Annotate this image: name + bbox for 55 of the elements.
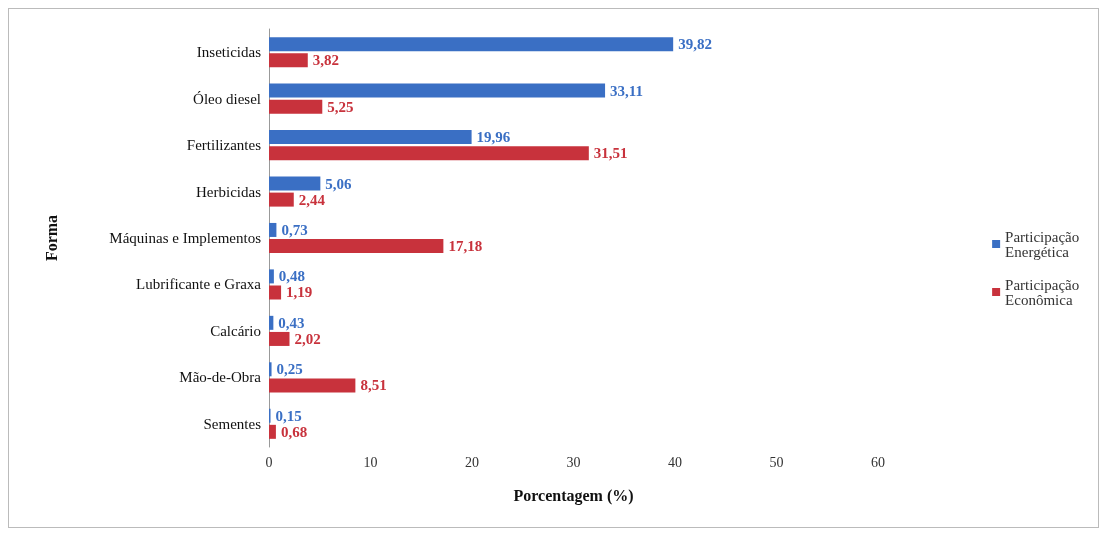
data-label: 17,18: [448, 238, 483, 255]
y-tick-label: Lubrificante e Graxa: [136, 276, 262, 293]
legend-label: Participação Energética: [1005, 228, 1084, 260]
data-label: 33,11: [610, 82, 643, 99]
data-label: 0,73: [281, 221, 308, 238]
x-tick-label: 10: [363, 454, 378, 470]
bar: [269, 239, 444, 254]
data-label: 31,51: [593, 145, 628, 162]
legend-label: Participação Econômica: [1005, 276, 1084, 308]
y-tick-label: Mão-de-Obra: [179, 369, 262, 386]
x-tick-label: 40: [668, 454, 682, 470]
bar: [269, 53, 308, 68]
x-tick-label: 30: [566, 454, 581, 470]
bar: [269, 176, 321, 191]
y-tick-label: Óleo diesel: [193, 90, 261, 107]
data-label: 0,43: [278, 314, 305, 331]
y-tick-label: Máquinas e Implementos: [109, 230, 262, 246]
bar: [269, 285, 282, 300]
bar: [269, 146, 589, 161]
y-tick-label: Sementes: [203, 415, 262, 432]
data-label: 1,19: [286, 284, 313, 301]
data-label: 0,48: [278, 268, 306, 285]
bar: [269, 315, 274, 330]
bar: [269, 331, 290, 346]
data-label: 2,44: [298, 191, 326, 208]
y-tick-label: Fertilizantes: [186, 137, 262, 154]
bar: [269, 269, 274, 284]
bar: [269, 222, 277, 237]
data-label: 0,15: [275, 407, 302, 424]
data-label: 0,68: [280, 423, 308, 440]
y-tick-label: Inseticidas: [196, 44, 262, 61]
bar: [269, 378, 356, 393]
x-axis-title: Porcentagem (%): [513, 486, 634, 505]
data-label: 5,06: [325, 175, 353, 192]
x-tick-label: 50: [769, 454, 784, 470]
bar: [269, 192, 294, 207]
bar: [269, 99, 323, 114]
x-tick-label: 60: [871, 454, 885, 470]
bar: [269, 362, 272, 377]
bar: [269, 83, 606, 98]
data-label: 8,51: [360, 377, 387, 394]
data-label: 39,82: [678, 36, 712, 53]
data-label: 2,02: [294, 330, 321, 347]
bar: [269, 37, 674, 52]
y-tick-label: Herbicidas: [196, 183, 262, 200]
bar: [269, 424, 276, 439]
data-label: 19,96: [476, 129, 511, 146]
x-tick-label: 0: [265, 454, 273, 470]
x-tick-label: 20: [465, 454, 479, 470]
y-tick-label: Calcário: [210, 322, 261, 339]
data-label: 5,25: [327, 98, 354, 115]
y-axis-title: Forma: [42, 214, 60, 262]
data-label: 3,82: [312, 52, 340, 69]
bar: [269, 130, 472, 145]
data-label: 0,25: [276, 361, 303, 378]
